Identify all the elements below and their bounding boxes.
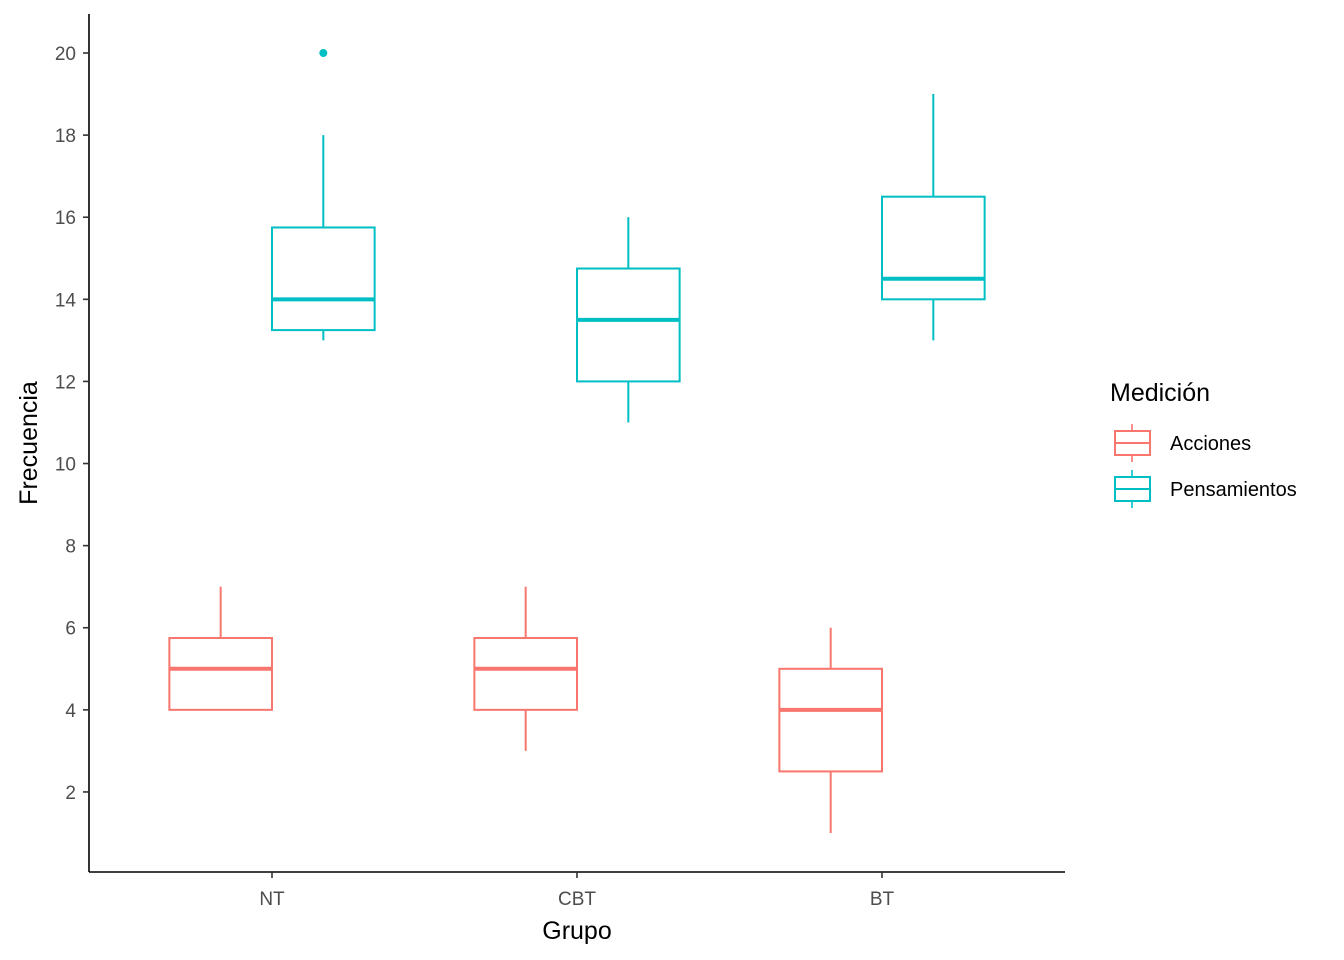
box-pensamientos-cbt [576,217,681,423]
legend-label: Pensamientos [1170,479,1297,501]
y-tick-label: 12 [55,372,76,393]
x-tick-label: NT [259,889,285,910]
y-tick-label: 2 [65,783,76,804]
x-ticks: NT CBT BT [259,872,895,910]
box-pensamientos-bt [881,94,986,341]
x-tick-label: CBT [558,889,596,910]
y-axis-title: Frecuencia [15,381,43,505]
x-tick-label: BT [870,889,895,910]
legend-key-pensamientos: Pensamientos [1114,470,1297,508]
outlier-point [319,49,328,57]
boxes-layer [168,49,986,833]
y-tick-label: 6 [65,619,76,640]
y-tick-label: 8 [65,537,76,558]
box-acciones-bt [778,627,883,833]
legend-label: Acciones [1170,433,1251,455]
box-acciones-cbt [473,586,578,751]
box-iqr [778,667,883,773]
y-tick-label: 14 [55,290,77,311]
box-acciones-nt [168,586,273,711]
y-tick-label: 20 [55,44,76,65]
legend-title: Medición [1110,379,1210,407]
x-axis-title: Grupo [542,917,611,945]
box-iqr [168,637,273,711]
legend-key-acciones: Acciones [1114,424,1251,462]
box-iqr [576,267,681,383]
box-iqr [881,195,986,301]
box-pensamientos-nt [271,49,376,341]
y-tick-label: 18 [55,126,76,147]
box-iqr [473,637,578,711]
legend-items: Acciones Pensamientos [1114,424,1297,508]
y-tick-label: 16 [55,208,76,229]
y-tick-label: 10 [55,455,76,476]
box-iqr [271,226,376,332]
y-ticks: 2 4 6 8 10 12 14 16 18 20 [55,44,89,804]
y-tick-label: 4 [65,701,76,722]
legend: Medición Acciones Pensamientos [1110,379,1297,508]
